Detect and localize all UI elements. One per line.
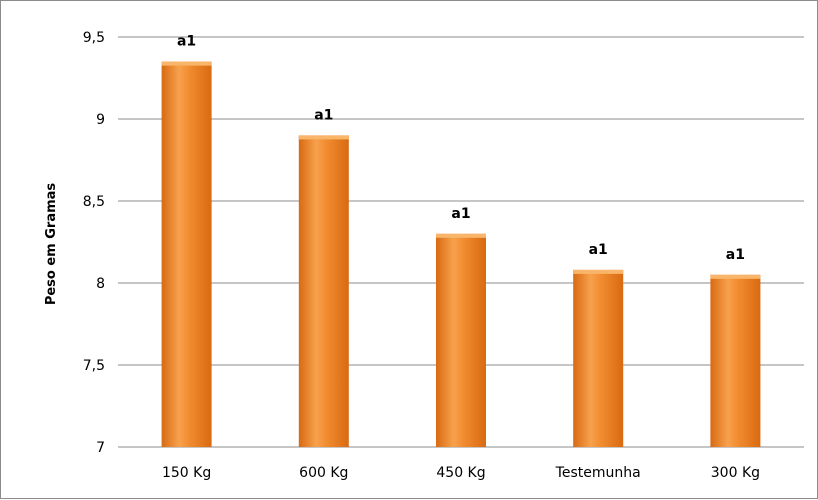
bar [298,135,349,447]
y-tick-label: 7 [96,440,105,456]
y-axis-title: Peso em Gramas [44,183,59,306]
data-label: a1 [589,242,608,258]
bar [573,269,624,447]
x-tick-label: Testemunha [555,465,641,481]
y-tick-label: 7,5 [83,358,105,374]
bar-top-highlight [161,61,212,66]
data-labels: a1 a1 a1 a1 a1 [177,34,745,263]
x-tick-label: 600 Kg [299,465,348,481]
y-axis-ticks: 7 7,5 8 8,5 9 9,5 [83,30,105,456]
bars [161,61,761,447]
bar [436,233,486,447]
y-tick-label: 8,5 [83,194,105,210]
data-label: a1 [451,206,470,222]
bar [161,61,212,447]
data-label: a1 [726,247,745,263]
x-tick-label: 450 Kg [436,465,485,481]
data-label: a1 [314,107,333,123]
y-tick-label: 9 [96,112,105,128]
bar-top-highlight [710,274,761,279]
bar-top-highlight [436,233,486,238]
bar [710,274,761,447]
bar-top-highlight [573,269,624,274]
x-axis-ticks: 150 Kg 600 Kg 450 Kg Testemunha 300 Kg [162,465,760,481]
bar-top-highlight [298,135,349,140]
y-tick-label: 9,5 [83,30,105,46]
x-tick-label: 300 Kg [711,465,760,481]
y-tick-label: 8 [96,276,105,292]
data-label: a1 [177,34,196,50]
x-tick-label: 150 Kg [162,465,211,481]
